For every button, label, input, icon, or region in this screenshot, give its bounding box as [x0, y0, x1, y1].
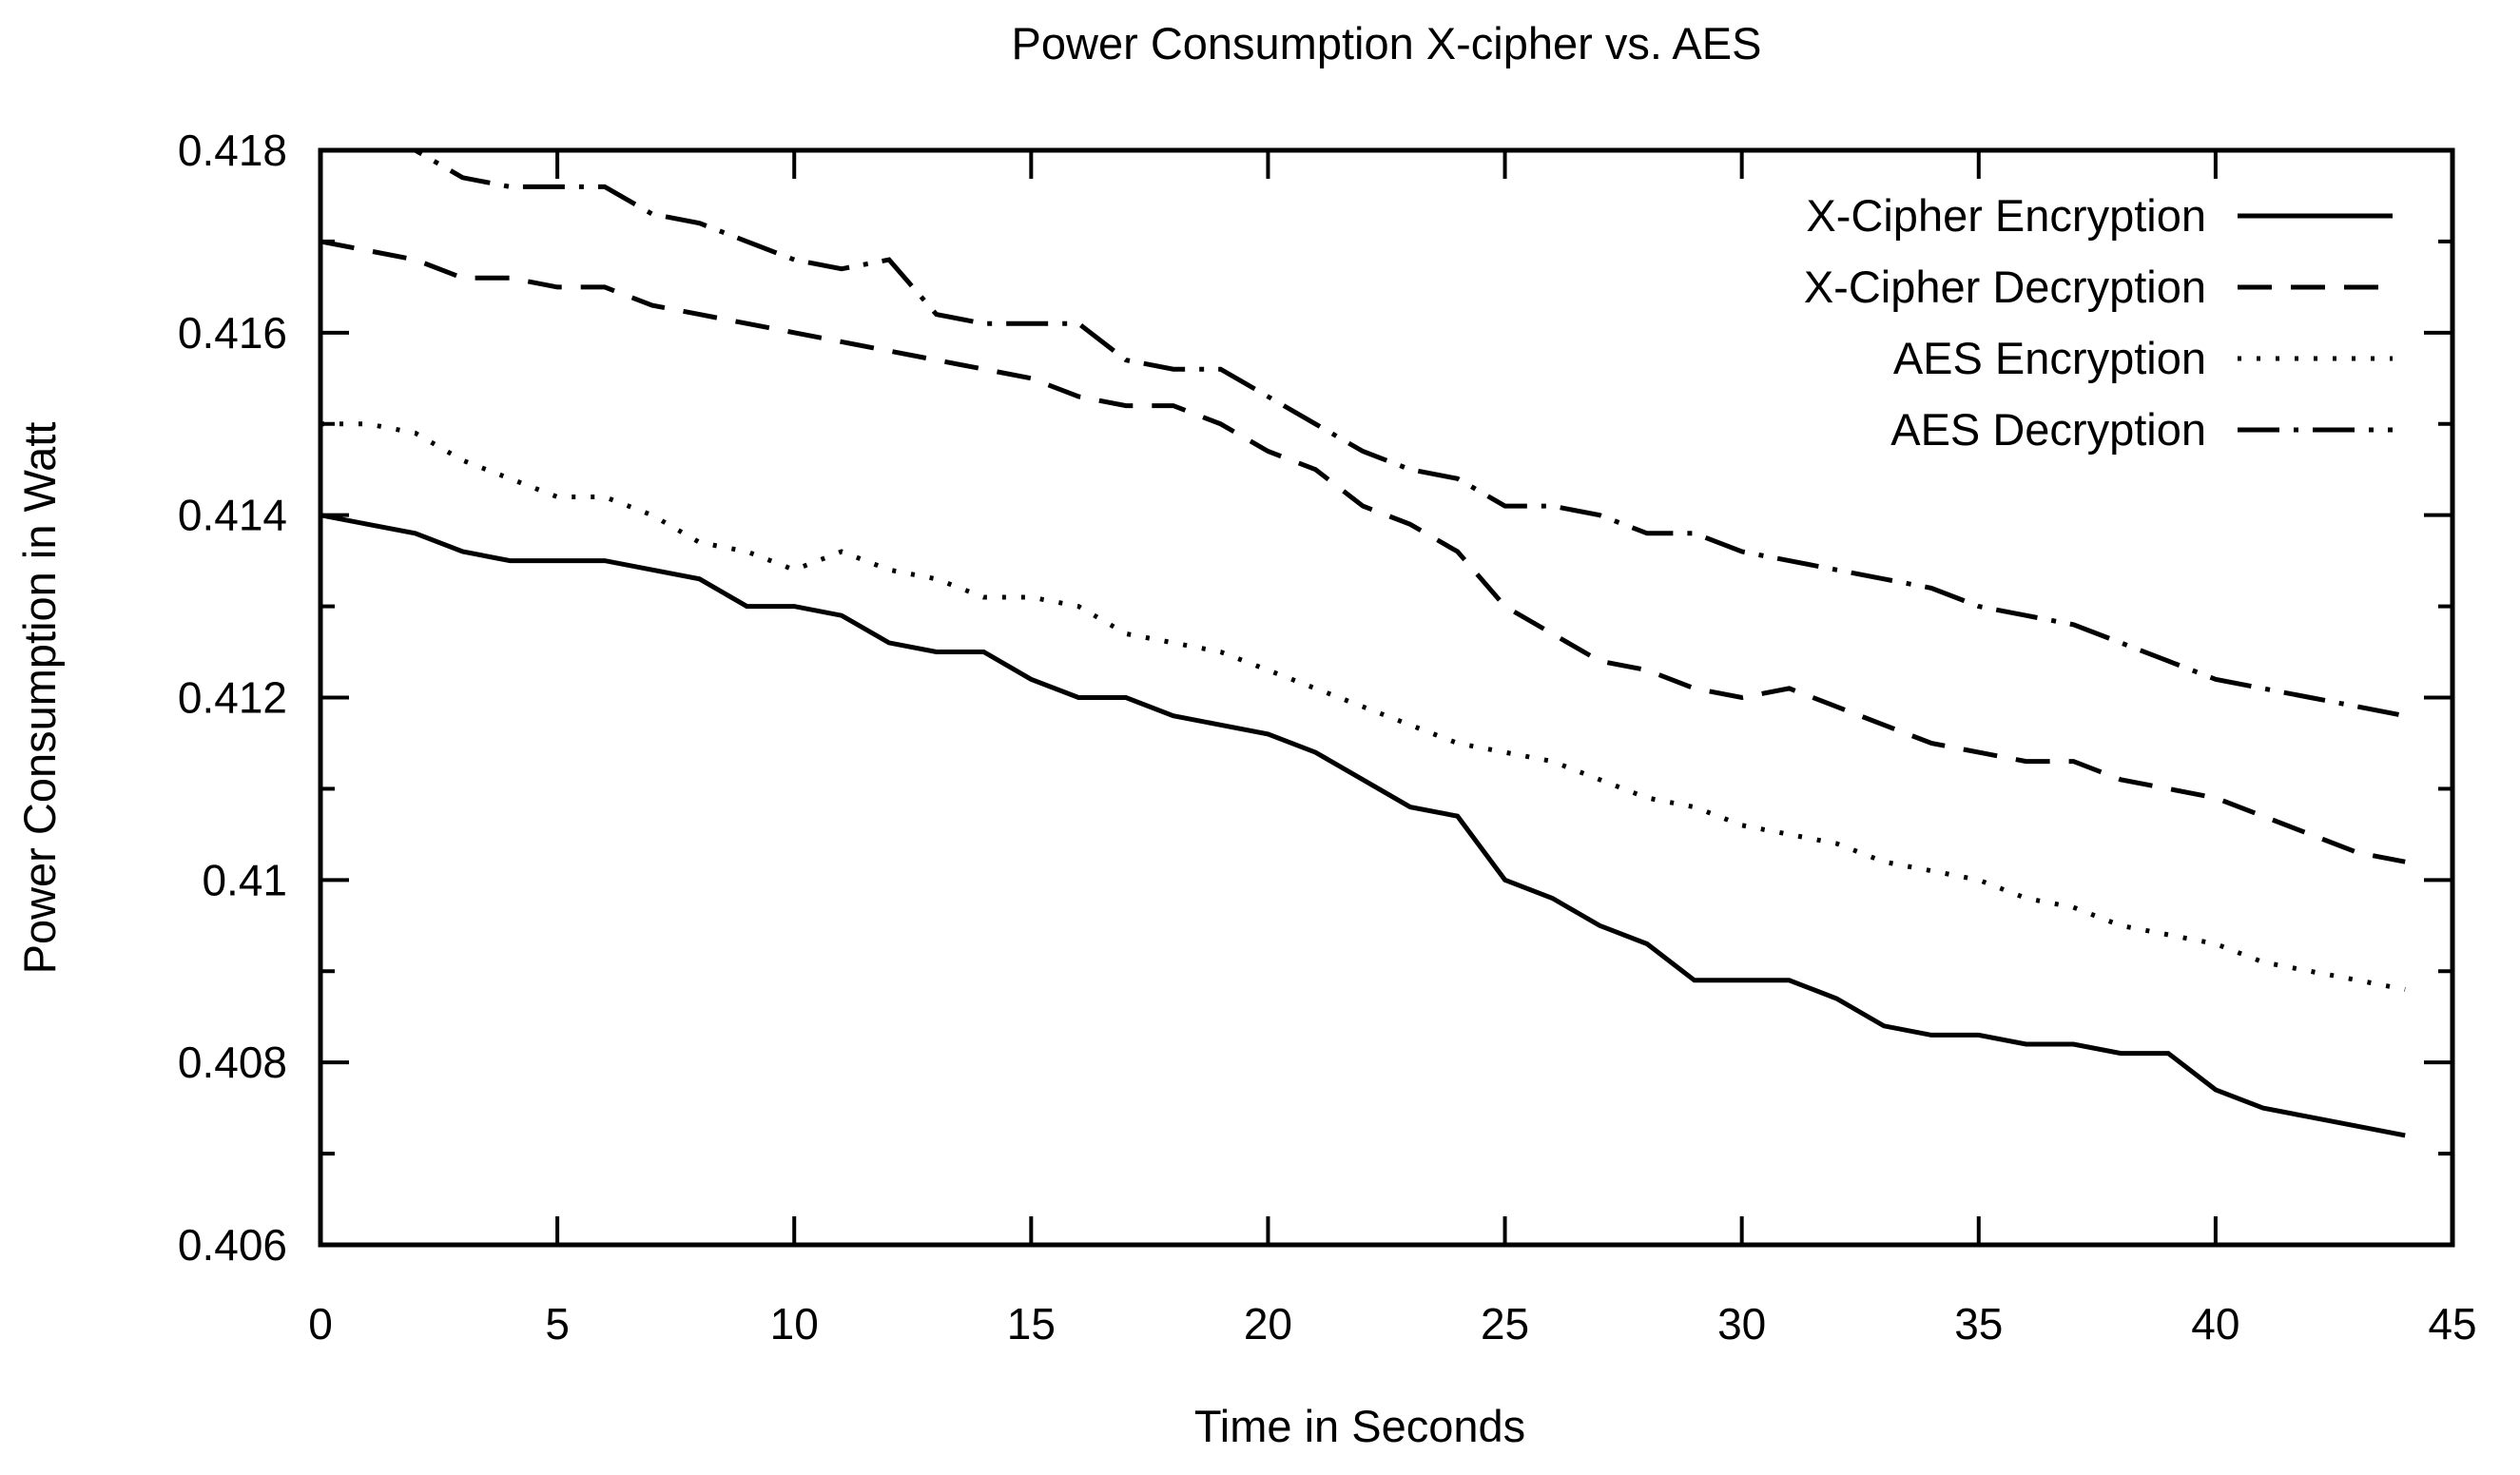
- x-tick-label: 45: [2428, 1299, 2476, 1349]
- y-tick-label: 0.412: [178, 673, 287, 723]
- legend-item-aes-encryption: AES Encryption: [1893, 333, 2393, 383]
- x-tick-label: 5: [545, 1299, 570, 1349]
- legend-label-aes-encryption: AES Encryption: [1893, 333, 2206, 383]
- x-tick-label: 30: [1717, 1299, 1766, 1349]
- series-line-aes-encryption: [320, 421, 2406, 992]
- series-line-x-cipher-encryption: [320, 513, 2406, 1138]
- x-tick-label: 25: [1481, 1299, 1529, 1349]
- legend-item-x-cipher-decryption: X-Cipher Decryption: [1804, 262, 2393, 312]
- series-lines: [320, 150, 2406, 1138]
- y-tick-label: 0.41: [202, 855, 287, 904]
- x-axis-label: Time in Seconds: [1194, 1401, 1525, 1451]
- series-line-aes-decryption: [410, 150, 2406, 719]
- legend-label-x-cipher-decryption: X-Cipher Decryption: [1804, 262, 2206, 312]
- y-axis-label: Power Consumption in Watt: [14, 422, 65, 975]
- x-tick-label: 0: [308, 1299, 333, 1349]
- chart-title: Power Consumption X-cipher vs. AES: [1012, 18, 1762, 68]
- plot-border: [318, 147, 2455, 1248]
- y-tick-label: 0.406: [178, 1220, 287, 1270]
- y-tick-label: 0.408: [178, 1038, 287, 1087]
- x-tick-label: 40: [2191, 1299, 2239, 1349]
- axis-tick-labels: 0 5 10 15 20 25 30 35 40 45 0.406 0.408 0.41 0.412 0.4…: [178, 126, 2477, 1349]
- legend-label-aes-decryption: AES Decryption: [1890, 404, 2206, 455]
- legend: X-Cipher Encryption X-Cipher Decryption AE…: [1804, 190, 2393, 455]
- x-tick-label: 10: [770, 1299, 819, 1349]
- x-tick-label: 35: [1954, 1299, 2003, 1349]
- legend-item-x-cipher-encryption: X-Cipher Encryption: [1806, 190, 2393, 241]
- y-tick-label: 0.414: [178, 491, 287, 540]
- legend-item-aes-decryption: AES Decryption: [1890, 404, 2393, 455]
- legend-label-x-cipher-encryption: X-Cipher Encryption: [1806, 190, 2206, 241]
- axis-ticks: [319, 148, 2454, 1247]
- y-tick-label: 0.418: [178, 126, 287, 175]
- x-tick-label: 15: [1007, 1299, 1056, 1349]
- series-line-x-cipher-decryption: [320, 239, 2406, 864]
- y-tick-label: 0.416: [178, 308, 287, 358]
- x-tick-label: 20: [1244, 1299, 1292, 1349]
